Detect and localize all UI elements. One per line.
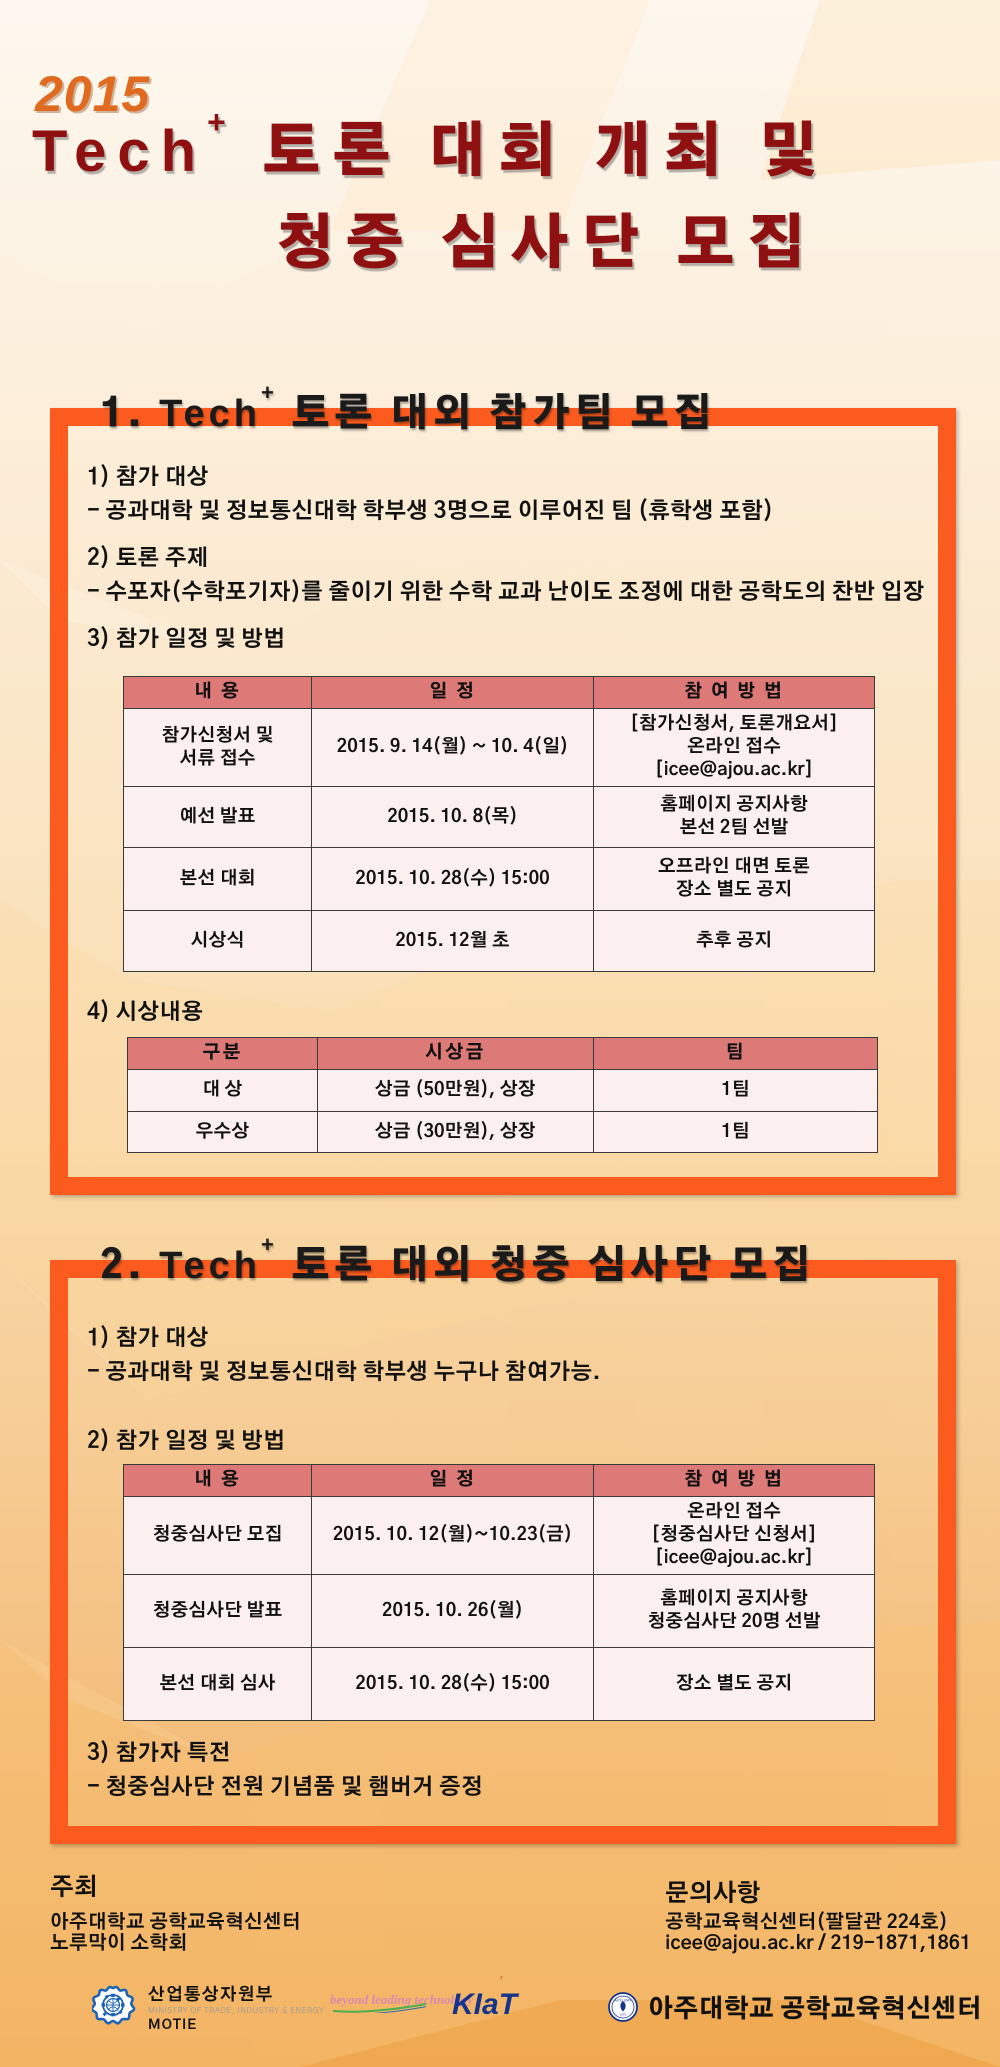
- svg-text:1973: 1973: [620, 2013, 626, 2017]
